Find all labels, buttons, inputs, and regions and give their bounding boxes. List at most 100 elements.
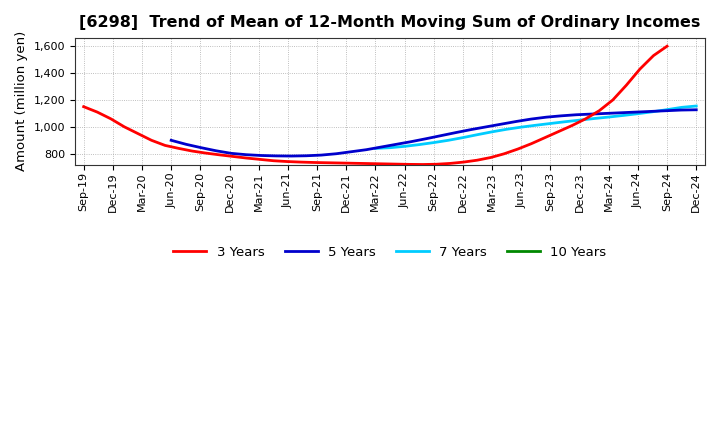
3 Years bbox=[405, 162, 413, 167]
3 Years bbox=[174, 146, 183, 151]
7 Years bbox=[429, 140, 438, 145]
5 Years bbox=[497, 121, 505, 127]
5 Years bbox=[212, 148, 220, 154]
5 Years bbox=[542, 114, 551, 120]
3 Years bbox=[161, 143, 169, 148]
3 Years bbox=[473, 158, 482, 163]
3 Years bbox=[188, 148, 197, 154]
5 Years bbox=[602, 111, 611, 116]
7 Years bbox=[648, 109, 657, 114]
Line: 3 Years: 3 Years bbox=[84, 46, 667, 165]
7 Years bbox=[678, 105, 686, 110]
5 Years bbox=[587, 111, 595, 117]
3 Years bbox=[364, 161, 373, 166]
3 Years bbox=[622, 83, 631, 88]
5 Years bbox=[362, 147, 371, 152]
5 Years bbox=[257, 153, 266, 158]
7 Years bbox=[386, 145, 395, 150]
7 Years bbox=[503, 127, 511, 132]
Line: 7 Years: 7 Years bbox=[375, 106, 696, 148]
7 Years bbox=[546, 121, 554, 126]
5 Years bbox=[632, 110, 641, 115]
5 Years bbox=[662, 108, 670, 114]
3 Years bbox=[636, 66, 644, 72]
7 Years bbox=[575, 117, 584, 123]
7 Years bbox=[487, 129, 496, 135]
3 Years bbox=[79, 104, 88, 109]
3 Years bbox=[228, 154, 237, 159]
3 Years bbox=[269, 158, 278, 163]
5 Years bbox=[452, 130, 461, 135]
5 Years bbox=[647, 109, 656, 114]
5 Years bbox=[242, 152, 251, 158]
7 Years bbox=[662, 107, 671, 112]
7 Years bbox=[371, 146, 379, 151]
5 Years bbox=[272, 153, 281, 158]
7 Years bbox=[604, 114, 613, 120]
Title: [6298]  Trend of Mean of 12-Month Moving Sum of Ordinary Incomes: [6298] Trend of Mean of 12-Month Moving … bbox=[79, 15, 701, 30]
7 Years bbox=[415, 142, 423, 147]
7 Years bbox=[619, 113, 628, 118]
5 Years bbox=[287, 154, 295, 159]
3 Years bbox=[297, 159, 305, 165]
5 Years bbox=[197, 145, 205, 150]
5 Years bbox=[527, 117, 536, 122]
3 Years bbox=[283, 159, 292, 164]
7 Years bbox=[531, 123, 540, 128]
5 Years bbox=[347, 149, 356, 154]
3 Years bbox=[310, 160, 319, 165]
3 Years bbox=[215, 152, 224, 158]
3 Years bbox=[392, 161, 400, 167]
5 Years bbox=[617, 110, 626, 115]
Y-axis label: Amount (million yen): Amount (million yen) bbox=[15, 31, 28, 172]
3 Years bbox=[513, 147, 522, 152]
3 Years bbox=[500, 151, 508, 156]
7 Years bbox=[561, 119, 570, 125]
3 Years bbox=[323, 160, 332, 165]
7 Years bbox=[517, 125, 526, 130]
5 Years bbox=[512, 119, 521, 124]
5 Years bbox=[557, 113, 565, 118]
3 Years bbox=[459, 159, 468, 165]
5 Years bbox=[692, 107, 701, 113]
5 Years bbox=[482, 124, 490, 129]
3 Years bbox=[581, 116, 590, 121]
3 Years bbox=[595, 108, 603, 114]
7 Years bbox=[634, 111, 642, 116]
5 Years bbox=[422, 136, 431, 141]
7 Years bbox=[692, 103, 701, 109]
3 Years bbox=[649, 53, 658, 58]
5 Years bbox=[332, 151, 341, 156]
3 Years bbox=[351, 161, 359, 166]
Line: 5 Years: 5 Years bbox=[171, 110, 696, 156]
3 Years bbox=[147, 138, 156, 143]
5 Years bbox=[302, 153, 310, 158]
7 Years bbox=[400, 144, 409, 149]
3 Years bbox=[202, 150, 210, 156]
Legend: 3 Years, 5 Years, 7 Years, 10 Years: 3 Years, 5 Years, 7 Years, 10 Years bbox=[168, 241, 612, 264]
3 Years bbox=[242, 155, 251, 161]
5 Years bbox=[407, 139, 415, 144]
3 Years bbox=[134, 131, 143, 136]
5 Years bbox=[437, 133, 446, 138]
3 Years bbox=[120, 124, 129, 129]
5 Years bbox=[317, 152, 325, 158]
5 Years bbox=[167, 138, 176, 143]
3 Years bbox=[256, 157, 264, 162]
7 Years bbox=[590, 116, 598, 121]
5 Years bbox=[392, 142, 400, 147]
3 Years bbox=[107, 116, 115, 121]
3 Years bbox=[568, 123, 577, 128]
5 Years bbox=[377, 144, 385, 150]
5 Years bbox=[227, 151, 235, 156]
7 Years bbox=[473, 132, 482, 137]
3 Years bbox=[418, 162, 427, 167]
3 Years bbox=[608, 97, 617, 103]
3 Years bbox=[527, 141, 536, 147]
5 Years bbox=[467, 127, 475, 132]
5 Years bbox=[677, 107, 685, 113]
5 Years bbox=[182, 142, 191, 147]
3 Years bbox=[662, 44, 671, 49]
7 Years bbox=[459, 135, 467, 140]
3 Years bbox=[541, 135, 549, 140]
